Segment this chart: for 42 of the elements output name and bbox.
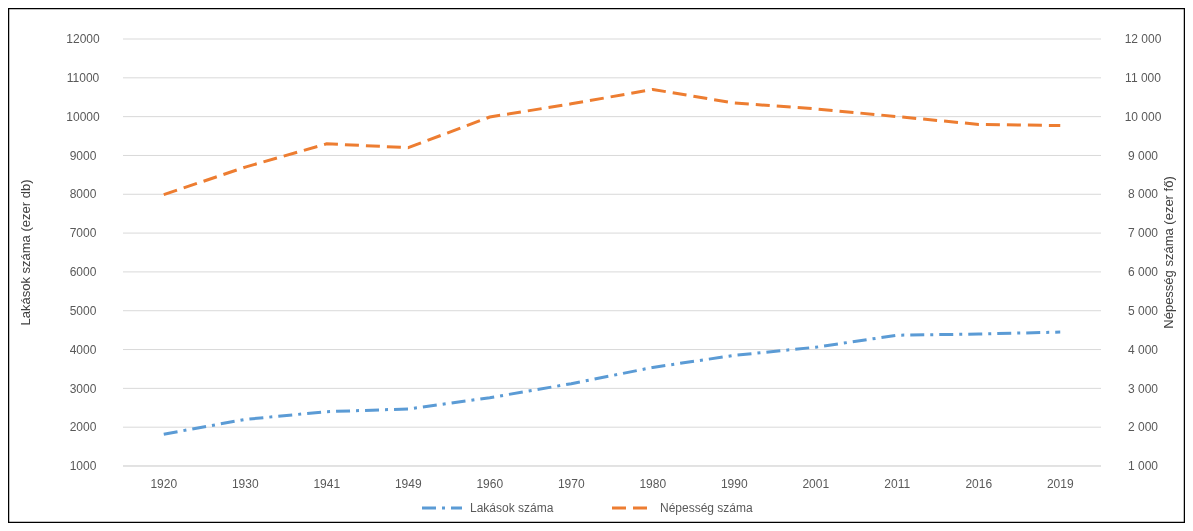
x-tick-label: 1941 bbox=[313, 477, 341, 491]
y2-tick-label: 3 000 bbox=[1127, 381, 1159, 396]
y-axis-title: Lakások száma (ezer db) bbox=[18, 179, 33, 326]
legend-label: Lakások száma bbox=[470, 501, 554, 516]
x-tick-label: 1970 bbox=[557, 477, 585, 491]
y-tick-label: 7000 bbox=[69, 226, 97, 241]
y2-tick-label: 12 000 bbox=[1124, 32, 1162, 47]
x-tick-label: 2016 bbox=[965, 477, 993, 491]
y-tick-label: 11000 bbox=[66, 71, 100, 86]
y2-tick-label: 11 000 bbox=[1125, 71, 1162, 86]
y2-tick-label: 2 000 bbox=[1127, 420, 1159, 435]
x-tick-label: 1930 bbox=[231, 477, 259, 491]
y-tick-label: 6000 bbox=[69, 265, 97, 280]
x-tick-label: 1960 bbox=[476, 477, 504, 491]
y2-axis-title: Népesség száma (ezer fő) bbox=[1161, 176, 1176, 329]
x-tick-label: 1990 bbox=[720, 477, 748, 491]
legend-label: Népesség száma bbox=[660, 501, 754, 516]
y2-tick-label: 4 000 bbox=[1127, 342, 1159, 357]
y2-tick-label: 10 000 bbox=[1124, 109, 1162, 124]
y-tick-label: 5000 bbox=[69, 303, 97, 318]
y2-tick-label: 8 000 bbox=[1127, 187, 1159, 202]
line-series bbox=[162, 330, 1062, 436]
line-series bbox=[162, 87, 1062, 197]
y2-tick-label: 6 000 bbox=[1127, 265, 1159, 280]
y-tick-label: 10000 bbox=[66, 109, 101, 124]
x-tick-label: 1920 bbox=[150, 477, 178, 491]
y2-tick-label: 1 000 bbox=[1127, 459, 1159, 474]
y2-tick-label: 9 000 bbox=[1127, 148, 1159, 163]
y-tick-label: 12000 bbox=[66, 32, 101, 47]
x-tick-label: 2001 bbox=[802, 477, 830, 491]
y-tick-label: 2000 bbox=[69, 420, 97, 435]
x-tick-label: 1980 bbox=[639, 477, 667, 491]
y-tick-label: 9000 bbox=[69, 148, 97, 163]
x-tick-label: 1949 bbox=[394, 477, 422, 491]
x-tick-label: 2011 bbox=[884, 477, 911, 491]
y-tick-label: 4000 bbox=[69, 342, 97, 357]
y2-tick-label: 7 000 bbox=[1127, 226, 1159, 241]
y2-tick-label: 5 000 bbox=[1127, 303, 1159, 318]
y-tick-label: 3000 bbox=[69, 381, 97, 396]
x-tick-label: 2019 bbox=[1046, 477, 1074, 491]
y-tick-label: 8000 bbox=[69, 187, 97, 202]
y-tick-label: 1000 bbox=[69, 459, 97, 474]
